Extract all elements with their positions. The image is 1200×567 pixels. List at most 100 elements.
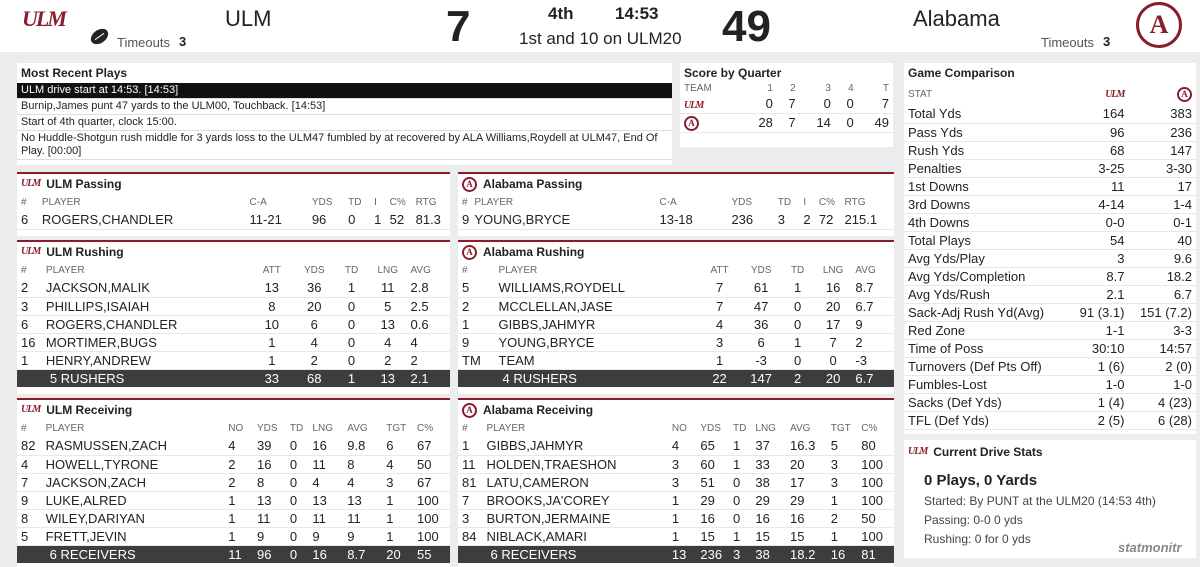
table-row: 9 YOUNG,BRYCE 13-18 236 3 2 72 215.1: [458, 211, 894, 230]
stat-cell: 7: [812, 333, 854, 352]
stat-cell: 16: [753, 509, 789, 528]
table-header-row: # PLAYER ATT YDS TD LNG AVG: [458, 262, 894, 279]
total-cell: [17, 545, 44, 563]
play-item: ULM drive start at 14:53. [14:53]: [17, 83, 672, 99]
player-name: MORTIMER,BUGS: [43, 333, 252, 352]
gc-stat-label: Total Plays: [904, 231, 1070, 250]
stat-cell: 6: [384, 437, 416, 456]
stat-cell: 4: [310, 473, 346, 492]
stat-cell: 13-18: [657, 211, 730, 230]
stat-cell: 13: [345, 491, 385, 510]
stat-cell: 11: [310, 455, 346, 474]
stat-cell: 36: [739, 315, 783, 334]
gc-row: Red Zone 1-1 3-3: [904, 321, 1196, 340]
stat-cell: 9: [458, 211, 473, 230]
column-header: TD: [344, 265, 359, 276]
sbq-row-ulm: ULM 0 7 0 0 7: [680, 94, 893, 114]
sbq-cell: 49: [857, 113, 893, 133]
stat-cell: 11: [310, 509, 346, 528]
gc-away-value: 1 (4): [1069, 393, 1129, 412]
gc-home-value: 17: [1128, 177, 1196, 196]
stat-cell: 1: [251, 351, 293, 370]
total-cell: 0: [287, 545, 311, 563]
stat-cell: 5: [367, 297, 409, 316]
gc-row: Turnovers (Def Pts Off) 1 (6) 2 (0): [904, 357, 1196, 376]
stat-cell: TM: [458, 351, 497, 370]
player-name: ROGERS,CHANDLER: [43, 315, 252, 334]
gc-away-value: 1-1: [1069, 321, 1129, 340]
total-cell: 96: [255, 545, 288, 563]
total-cell: 55: [415, 545, 450, 563]
stat-cell: 2: [292, 351, 337, 370]
gc-away-value: 1-0: [1069, 375, 1129, 394]
column-header: AVG: [790, 423, 811, 434]
total-cell: 2.1: [408, 369, 450, 387]
column-header: #: [462, 265, 468, 276]
stats-table: # PLAYER C-A YDS TD I C% RTG 9 YOUNG,BRYCE 13-18 23…: [458, 194, 894, 230]
current-drive-headline: 0 Plays, 0 Yards: [924, 472, 1038, 489]
stat-cell: 6: [17, 211, 40, 230]
stat-cell: 0: [287, 437, 311, 456]
alabama-logo: A: [462, 402, 477, 418]
gc-stat-label: Total Yds: [904, 105, 1070, 124]
player-name: HOLDEN,TRAESHON: [484, 455, 670, 474]
gc-row: Total Yds 164 383: [904, 105, 1196, 124]
stat-cell: 7: [699, 279, 740, 298]
stat-cell: 1: [226, 527, 256, 546]
total-label: 5 RUSHERS: [43, 369, 252, 387]
gc-away-value: 1 (6): [1069, 357, 1129, 376]
down-distance: 1st and 10 on ULM20: [519, 29, 682, 48]
column-header: YDS: [303, 265, 325, 276]
stat-cell: 3: [669, 455, 699, 474]
stat-cell: 215.1: [842, 211, 894, 230]
column-header: AVG: [410, 265, 431, 276]
ulm-logo: ULM: [21, 178, 41, 189]
away-team-name: ULM: [225, 6, 272, 31]
total-label: 6 RECEIVERS: [43, 545, 227, 563]
ulm-receiving-title: ULM Receiving: [46, 403, 133, 417]
away-score: 7: [446, 2, 471, 51]
ulm-receiving-title-bar: ULM ULM Receiving: [17, 400, 450, 420]
table-row: 81 LATU,CAMERON 3 51 0 38 17 3 100: [458, 473, 894, 492]
stat-cell: 1: [782, 333, 813, 352]
stat-cell: 6: [739, 333, 783, 352]
ulm-passing-title-bar: ULM ULM Passing: [17, 174, 450, 194]
alabama-logo: A: [684, 115, 699, 131]
stat-cell: 50: [859, 509, 894, 528]
table-total-row: 6 RECEIVERS 11 96 0 16 8.7 20 55: [17, 545, 450, 563]
bama-passing-title: Alabama Passing: [483, 177, 583, 191]
stats-table: # PLAYER NO YDS TD LNG AVG TGT C% 1 GIBBS,JAHMYR 4 6…: [458, 420, 894, 563]
sbq-cell: 14: [799, 113, 835, 133]
gc-stat-label: Sacks (Def Yds): [904, 393, 1070, 412]
game-comparison-title: Game Comparison: [908, 66, 1015, 80]
sbq-header-total: T: [882, 83, 889, 94]
table-total-row: 6 RECEIVERS 13 236 3 38 18.2 16 81: [458, 545, 894, 563]
home-team-name: Alabama: [913, 6, 1000, 31]
stat-cell: 2: [458, 297, 497, 316]
gc-row: Penalties 3-25 3-30: [904, 159, 1196, 178]
gc-away-value: 0-0: [1069, 213, 1129, 232]
table-row: 7 BROOKS,JA'COREY 1 29 0 29 29 1 100: [458, 491, 894, 510]
gc-home-value: 4 (23): [1128, 393, 1196, 412]
column-header: TD: [348, 197, 362, 208]
player-name: GIBBS,JAHMYR: [496, 315, 700, 334]
sbq-header-q3: 3: [825, 83, 831, 94]
column-header: C-A: [659, 197, 677, 208]
table-row: 11 HOLDEN,TRAESHON 3 60 1 33 20 3 100: [458, 455, 894, 474]
stat-cell: 0: [346, 211, 373, 230]
gc-row: Avg Yds/Completion 8.7 18.2: [904, 267, 1196, 286]
stat-cell: -3: [739, 351, 783, 370]
gc-stat-label: Avg Yds/Play: [904, 249, 1070, 268]
column-header: TD: [732, 423, 747, 434]
stat-cell: 0: [287, 473, 311, 492]
game-comparison-panel: Game Comparison STAT ULM A Total Yds 164 3…: [904, 63, 1196, 434]
stat-cell: 16: [310, 437, 346, 456]
player-name: FRETT,JEVIN: [43, 527, 227, 546]
bama-passing-panel: A Alabama Passing # PLAYER C-A YDS TD I C% RTG 9 YO…: [458, 172, 894, 236]
gc-away-value: 164: [1069, 105, 1129, 124]
stats-table: # PLAYER NO YDS TD LNG AVG TGT C% 82 RASMUSSEN,ZAC…: [17, 420, 450, 563]
column-header: LNG: [755, 423, 776, 434]
table-row: 4 HOWELL,TYRONE 2 16 0 11 8 4 50: [17, 455, 450, 474]
stat-cell: 72: [816, 211, 843, 230]
table-row: 9 LUKE,ALRED 1 13 0 13 13 1 100: [17, 491, 450, 510]
